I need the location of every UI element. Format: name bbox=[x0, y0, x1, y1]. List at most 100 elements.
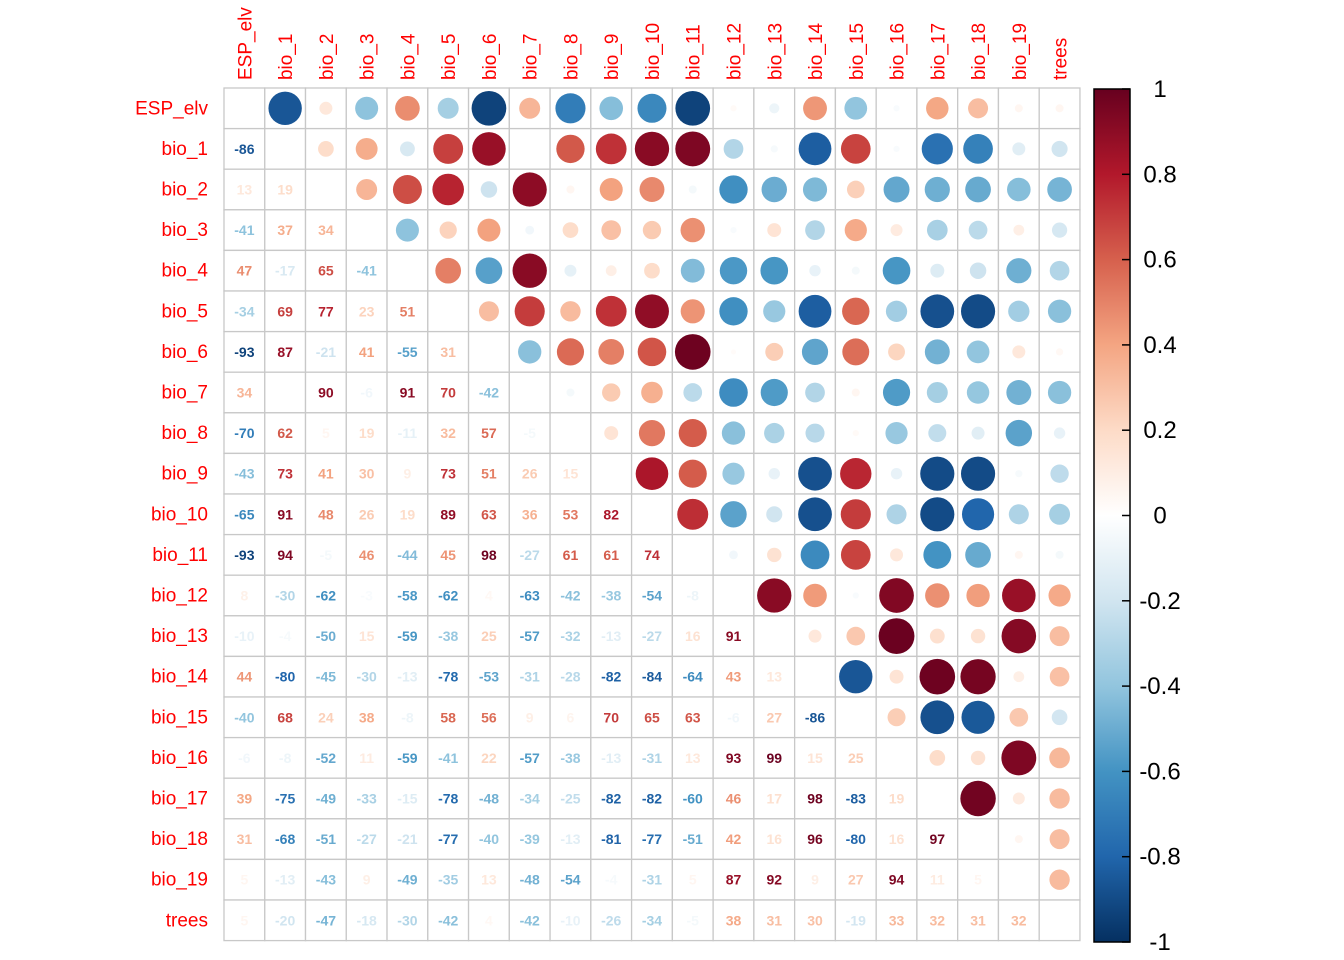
correlation-circle bbox=[842, 297, 870, 326]
correlation-value: -18 bbox=[357, 912, 377, 928]
grid-cell bbox=[875, 736, 918, 779]
correlation-value: -13 bbox=[275, 872, 295, 888]
grid-cell bbox=[223, 87, 266, 130]
correlation-value: 31 bbox=[970, 912, 986, 928]
grid-cell bbox=[304, 168, 347, 211]
grid-cell bbox=[386, 290, 429, 333]
colorbar-tick-label: -0.6 bbox=[1139, 758, 1180, 785]
correlation-circle bbox=[851, 266, 860, 275]
correlation-circle bbox=[1055, 104, 1064, 113]
correlation-circle bbox=[1012, 792, 1025, 805]
correlation-circle bbox=[688, 185, 697, 194]
grid-cell bbox=[345, 574, 388, 617]
correlation-circle bbox=[1055, 348, 1064, 356]
correlation-value: 62 bbox=[277, 425, 293, 441]
correlation-circle bbox=[805, 423, 825, 443]
correlation-value: 36 bbox=[522, 506, 538, 522]
correlation-value: -4 bbox=[605, 872, 618, 888]
correlation-circle bbox=[966, 381, 990, 404]
correlation-circle bbox=[805, 220, 825, 240]
correlation-value: -64 bbox=[683, 669, 703, 685]
grid-cell bbox=[264, 127, 307, 170]
correlation-circle bbox=[723, 139, 744, 159]
correlation-circle bbox=[878, 618, 915, 655]
row-label: bio_12 bbox=[151, 586, 208, 607]
grid-cell bbox=[590, 899, 633, 942]
correlation-value: 92 bbox=[766, 872, 782, 888]
grid-cell bbox=[467, 858, 510, 901]
correlation-value: -83 bbox=[846, 791, 866, 807]
grid-cell bbox=[345, 858, 388, 901]
correlation-value: 46 bbox=[359, 547, 375, 563]
correlation-circle bbox=[1014, 550, 1023, 559]
correlation-value: 63 bbox=[685, 709, 701, 725]
correlation-circle bbox=[730, 226, 737, 234]
correlation-circle bbox=[719, 378, 748, 407]
correlation-circle bbox=[802, 177, 828, 202]
correlation-circle bbox=[719, 175, 748, 204]
column-label: trees bbox=[1051, 38, 1072, 80]
correlation-circle bbox=[475, 257, 503, 285]
correlation-circle bbox=[852, 429, 859, 437]
correlation-circle bbox=[929, 750, 946, 766]
correlation-value: -11 bbox=[398, 425, 418, 441]
grid-cell bbox=[386, 452, 429, 495]
upper-circles bbox=[268, 90, 1072, 890]
grid-cell bbox=[834, 696, 877, 739]
correlation-circle bbox=[920, 700, 955, 735]
correlation-value: 22 bbox=[481, 750, 497, 766]
correlation-value: -30 bbox=[397, 912, 417, 928]
grid-cell bbox=[508, 87, 551, 130]
correlation-value: 56 bbox=[481, 709, 497, 725]
correlation-value: 24 bbox=[318, 709, 334, 725]
row-label: ESP_elv bbox=[135, 98, 208, 119]
correlation-circle bbox=[920, 294, 955, 329]
grid-cell bbox=[957, 899, 1000, 942]
correlation-value: 65 bbox=[318, 263, 334, 279]
correlation-value: 98 bbox=[481, 547, 497, 563]
correlation-circle bbox=[757, 578, 792, 613]
correlation-circle bbox=[893, 105, 900, 112]
grid-cell bbox=[508, 412, 551, 455]
correlation-value: -59 bbox=[397, 628, 417, 644]
grid-cell bbox=[386, 615, 429, 658]
correlation-circle bbox=[761, 176, 787, 203]
correlation-value: 45 bbox=[440, 547, 456, 563]
grid-cell bbox=[549, 736, 592, 779]
correlation-value: 19 bbox=[400, 506, 416, 522]
correlation-value: -13 bbox=[601, 750, 621, 766]
correlation-circle bbox=[719, 256, 748, 285]
correlation-circle bbox=[887, 708, 906, 727]
correlation-value: 69 bbox=[277, 303, 293, 319]
correlation-value: -54 bbox=[560, 872, 580, 888]
grid-cell bbox=[467, 452, 510, 495]
correlation-circle bbox=[766, 506, 783, 523]
column-label: bio_11 bbox=[684, 24, 705, 80]
colorbar: 1 0.8 0.6 0.4 0.2 0 -0.2 -0.4 -0.6 -0.8 -1 bbox=[1093, 76, 1181, 956]
correlation-value: 34 bbox=[318, 222, 334, 238]
grid-cell bbox=[427, 655, 470, 698]
correlation-value: -30 bbox=[275, 588, 295, 604]
correlation-value: 8 bbox=[240, 588, 248, 604]
correlation-circle bbox=[926, 97, 949, 120]
grid-cell bbox=[223, 330, 266, 373]
correlation-circle bbox=[566, 185, 575, 194]
correlation-circle bbox=[634, 294, 669, 329]
correlation-value: -68 bbox=[275, 831, 295, 847]
correlation-circle bbox=[960, 780, 996, 817]
correlation-circle bbox=[605, 265, 617, 277]
grid-cell bbox=[304, 249, 347, 292]
row-label: bio_6 bbox=[162, 342, 209, 363]
correlation-circle bbox=[356, 179, 378, 200]
correlation-circle bbox=[1051, 140, 1068, 157]
correlation-circle bbox=[769, 103, 780, 114]
correlation-value: -86 bbox=[805, 709, 825, 725]
correlation-value: 4 bbox=[485, 588, 493, 604]
correlation-circle bbox=[637, 93, 667, 123]
correlation-value: -27 bbox=[357, 831, 377, 847]
grid-cell bbox=[671, 615, 714, 658]
correlation-circle bbox=[851, 388, 860, 397]
grid-cell bbox=[997, 858, 1040, 901]
grid-cell bbox=[427, 493, 470, 536]
correlation-circle bbox=[395, 218, 419, 242]
